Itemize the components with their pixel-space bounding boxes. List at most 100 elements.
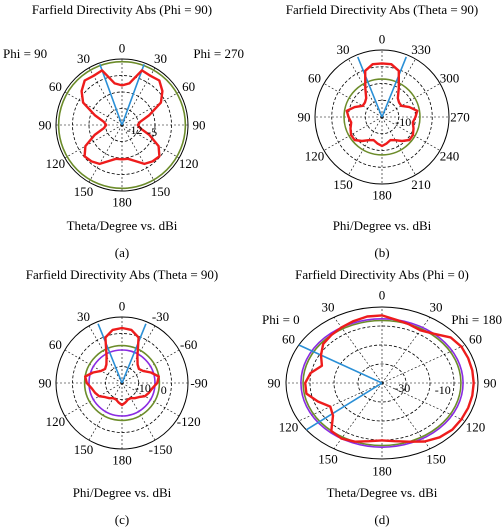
beam-line <box>99 63 123 126</box>
angle-tick-label: 60 <box>49 79 62 94</box>
grid-spoke <box>381 116 416 176</box>
reference-circle <box>302 319 462 447</box>
side-label-right: Phi = 270 <box>193 46 244 61</box>
chart-title: Farfield Directivity Abs (Theta = 90) <box>26 267 219 282</box>
beam-line <box>381 56 408 118</box>
reference-circle <box>300 318 464 448</box>
beam-line <box>356 56 383 118</box>
polar-chart-d: Farfield Directivity Abs (Phi = 0) Phi =… <box>262 267 502 527</box>
angle-tick-label: 180 <box>112 453 132 468</box>
grid-spoke <box>64 124 123 159</box>
radial-tick-label: -5 <box>147 125 157 139</box>
angle-tick-label: 60 <box>469 332 482 347</box>
angle-tick-label: 0 <box>119 299 126 314</box>
reference-circle <box>343 78 421 156</box>
angle-tick-label: 60 <box>182 79 195 94</box>
grid-spoke <box>381 382 431 449</box>
panel-label: (a) <box>115 245 129 260</box>
grid-spoke <box>298 382 383 422</box>
angle-tick-label: 150 <box>426 452 446 467</box>
angle-tick-label: 120 <box>46 414 66 429</box>
angle-tick-label: 210 <box>411 177 431 192</box>
angle-tick-label: -90 <box>190 376 207 391</box>
angle-tick-label: 60 <box>49 337 62 352</box>
angle-tick-label: 240 <box>440 149 460 164</box>
panel-label: (c) <box>115 512 129 527</box>
beam-line <box>298 344 383 384</box>
polar-chart-b: Farfield Directivity Abs (Theta = 90) Ph… <box>286 2 479 260</box>
angle-tick-label: 30 <box>322 299 335 314</box>
panel-label: (b) <box>374 245 389 260</box>
angle-tick-label: 120 <box>279 420 299 435</box>
angle-tick-label: 330 <box>411 42 431 57</box>
angle-tick-label: 150 <box>333 177 353 192</box>
radial-tick-label: -10 <box>135 381 151 395</box>
angle-tick-label: 90 <box>39 376 52 391</box>
angle-tick-label: -120 <box>177 414 201 429</box>
angle-tick-label: 30 <box>337 42 350 57</box>
pattern-curve <box>345 62 419 148</box>
radial-tick-label: -10 <box>435 383 451 397</box>
angle-tick-label: 120 <box>305 149 325 164</box>
angle-tick-label: 270 <box>450 110 470 125</box>
angle-tick-label: 300 <box>440 71 460 86</box>
panel-label: (d) <box>374 512 389 527</box>
side-label-left: Phi = 0 <box>262 312 300 327</box>
angle-tick-label: 30 <box>77 51 90 66</box>
axis-caption: Theta/Degree vs. dBi <box>327 485 438 500</box>
angle-tick-label: 30 <box>77 309 90 324</box>
angle-tick-label: 180 <box>372 188 392 203</box>
angle-tick-label: 90 <box>39 118 52 133</box>
angle-tick-label: -150 <box>149 442 173 457</box>
angle-tick-label: 150 <box>151 184 171 199</box>
angle-tick-label: 180 <box>112 195 132 210</box>
angle-tick-label: 150 <box>318 452 338 467</box>
beam-line <box>97 323 123 384</box>
angle-tick-label: 0 <box>379 288 386 303</box>
angle-tick-label: -60 <box>180 337 197 352</box>
grid-spoke <box>121 91 180 126</box>
angle-tick-label: 90 <box>193 118 206 133</box>
reference-circle <box>57 60 187 190</box>
polar-chart-c: Farfield Directivity Abs (Theta = 90) Ph… <box>26 267 219 527</box>
pattern-curve <box>80 69 164 166</box>
axis-caption: Theta/Degree vs. dBi <box>67 218 178 233</box>
angle-tick-label: 90 <box>268 376 281 391</box>
grid-spoke <box>381 116 441 151</box>
grid-spoke <box>348 116 383 176</box>
angle-tick-label: -30 <box>152 309 169 324</box>
angle-tick-label: 120 <box>46 156 66 171</box>
angle-tick-label: 150 <box>74 184 94 199</box>
axis-caption: Phi/Degree vs. dBi <box>73 485 172 500</box>
polar-chart-a: Farfield Directivity Abs (Phi = 90) Phi … <box>3 2 244 260</box>
angle-tick-label: 60 <box>308 71 321 86</box>
angle-tick-label: 0 <box>119 41 126 56</box>
angle-tick-label: 90 <box>484 376 497 391</box>
radial-tick-label: -12 <box>127 123 143 137</box>
grid-spoke <box>64 91 123 126</box>
grid-spoke <box>323 83 383 118</box>
grid-spoke <box>88 67 123 126</box>
radial-tick-label: -30 <box>394 381 410 395</box>
grid-spoke <box>381 317 431 384</box>
beam-line <box>121 323 147 384</box>
angle-tick-label: 0 <box>379 32 386 47</box>
chart-title: Farfield Directivity Abs (Phi = 90) <box>32 2 212 17</box>
side-label-left: Phi = 90 <box>3 46 47 61</box>
grid-spoke <box>381 344 466 384</box>
grid-spoke <box>333 382 383 449</box>
side-label-right: Phi = 180 <box>451 312 502 327</box>
pattern-curve <box>84 326 160 407</box>
angle-tick-label: 180 <box>372 464 392 479</box>
beam-line <box>305 382 383 431</box>
grid-spoke <box>333 317 383 384</box>
angle-tick-label: 150 <box>74 442 94 457</box>
grid-spoke <box>121 124 180 159</box>
grid-spoke <box>381 382 466 422</box>
grid-spoke <box>323 116 383 151</box>
beam-line <box>121 63 145 126</box>
chart-title: Farfield Directivity Abs (Phi = 0) <box>295 267 469 282</box>
radial-tick-label: 0 <box>161 383 167 397</box>
angle-tick-label: 30 <box>430 299 443 314</box>
